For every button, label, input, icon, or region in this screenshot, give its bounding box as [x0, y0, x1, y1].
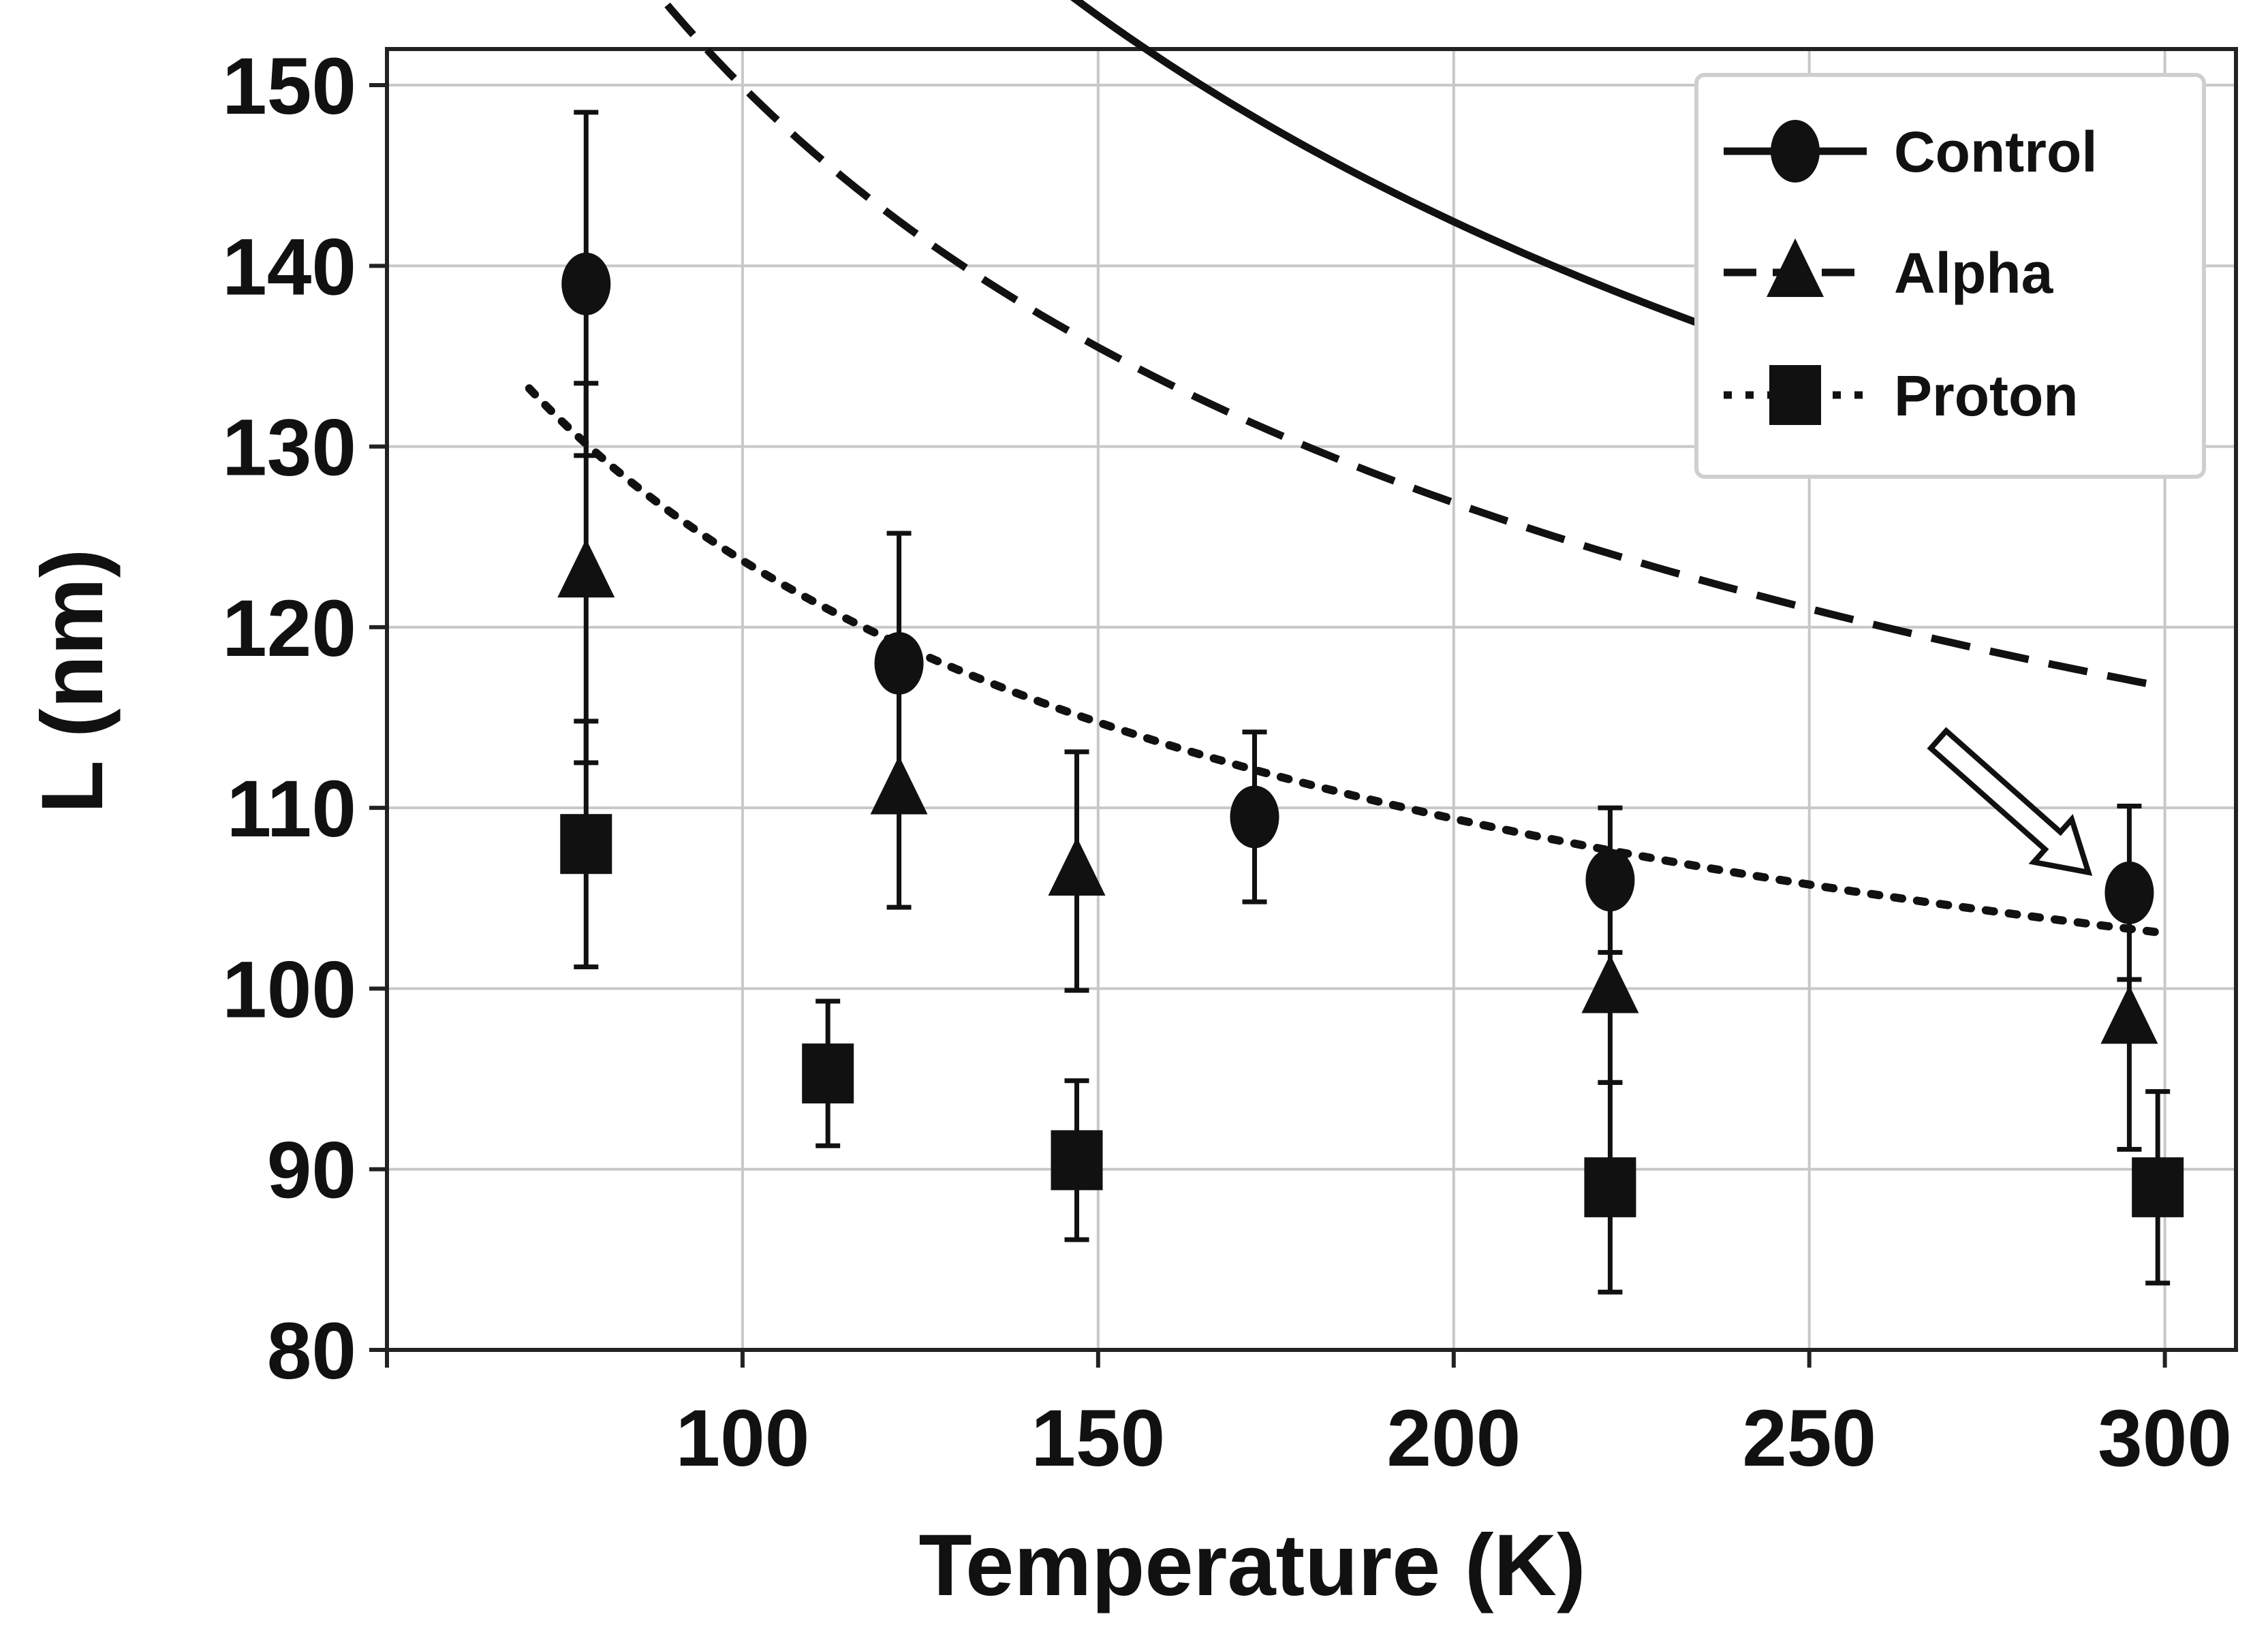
y-tick-label-120: 120 — [222, 584, 356, 674]
x-tick-label-300: 300 — [2098, 1393, 2232, 1483]
x-tick-label-250: 250 — [1742, 1393, 1876, 1483]
legend-label-control: Control — [1894, 120, 2098, 184]
y-axis-title: L (nm) — [24, 549, 121, 814]
data-markers — [557, 252, 2184, 1218]
fit-curve-proton — [525, 384, 2169, 937]
data-point-alpha-0 — [557, 539, 615, 598]
legend-marker-control — [1771, 120, 1820, 183]
y-tick-label-130: 130 — [222, 403, 356, 493]
y-tick-label-80: 80 — [267, 1306, 356, 1396]
plot-area-border — [385, 47, 2238, 1352]
annotations — [1927, 727, 2093, 876]
legend-marker-proton — [1769, 365, 1821, 425]
x-tick-label-150: 150 — [1031, 1393, 1165, 1483]
data-point-alpha-3 — [1581, 954, 1639, 1013]
legend-label-alpha: Alpha — [1894, 241, 2054, 305]
data-point-proton-2 — [1051, 1130, 1103, 1191]
y-tick-labels: 80 90 100 110 120 130 140 150 — [222, 42, 356, 1396]
y-tick-label-140: 140 — [222, 222, 356, 312]
x-tick-label-200: 200 — [1386, 1393, 1521, 1483]
x-tick-label-100: 100 — [675, 1393, 809, 1483]
data-point-proton-3 — [1584, 1157, 1636, 1218]
plot-frame — [369, 47, 2238, 1368]
y-tick-label-150: 150 — [222, 42, 356, 131]
data-point-control-1 — [874, 631, 924, 695]
legend: Control Alpha Proton — [1694, 73, 2206, 479]
data-point-proton-1 — [802, 1043, 854, 1104]
arrow-annotation-0 — [1927, 727, 2093, 876]
y-tick-label-110: 110 — [227, 764, 356, 854]
legend-label-proton: Proton — [1894, 364, 2079, 428]
data-point-alpha-1 — [870, 755, 928, 815]
y-tick-label-100: 100 — [222, 945, 356, 1035]
x-axis-title: Temperature (K) — [918, 1517, 1585, 1614]
legend-marker-alpha — [1767, 238, 1824, 297]
y-tick-label-90: 90 — [267, 1126, 356, 1216]
x-tick-labels: 100 150 200 250 300 — [675, 1393, 2232, 1483]
data-point-control-3 — [1585, 849, 1635, 912]
data-point-control-2 — [1230, 785, 1279, 849]
data-point-control-4 — [2104, 861, 2154, 924]
fit-curve-alpha — [658, 0, 2166, 691]
data-point-alpha-4 — [2100, 985, 2158, 1044]
data-point-proton-4 — [2132, 1157, 2184, 1218]
legend-box — [1694, 73, 2206, 479]
data-point-alpha-2 — [1048, 837, 1106, 896]
data-point-proton-0 — [560, 814, 612, 875]
data-point-control-0 — [561, 252, 611, 315]
